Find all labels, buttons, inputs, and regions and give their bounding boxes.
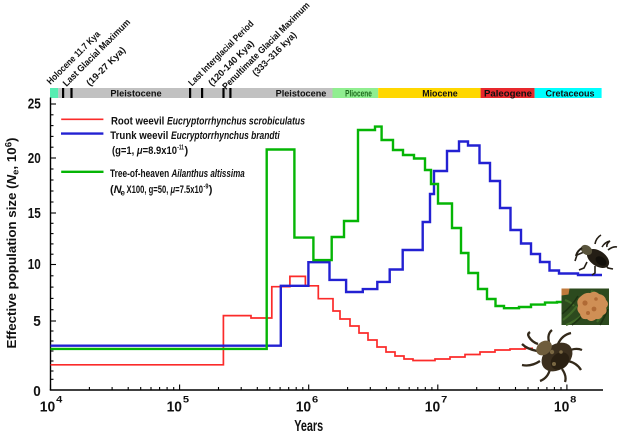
svg-text:10: 10: [296, 398, 311, 415]
svg-text:Ailanthus altissima: Ailanthus altissima: [171, 168, 245, 180]
svg-text:Effective population size (Ne,: Effective population size (Ne, 106): [4, 138, 21, 349]
svg-text:e: e: [121, 189, 126, 198]
svg-text:10: 10: [40, 398, 55, 415]
svg-text:7: 7: [441, 395, 447, 406]
svg-text:10: 10: [167, 398, 182, 415]
svg-text:): ): [209, 184, 213, 196]
svg-text:Miocene: Miocene: [422, 89, 458, 100]
svg-text:15: 15: [28, 205, 41, 222]
svg-text:5: 5: [183, 395, 190, 406]
svg-text:8: 8: [570, 395, 576, 406]
svg-text:(g=1, μ=8.9x10: (g=1, μ=8.9x10: [112, 145, 177, 157]
svg-text:X100, g=50, μ=7.5x10: X100, g=50, μ=7.5x10: [127, 184, 204, 196]
svg-text:Pleistocene: Pleistocene: [276, 88, 327, 99]
svg-text:Pleistocene: Pleistocene: [110, 88, 161, 99]
svg-text:10: 10: [425, 398, 440, 415]
svg-text:Trunk weevil: Trunk weevil: [110, 130, 171, 142]
svg-text:(N: (N: [110, 184, 123, 196]
svg-text:-9: -9: [204, 182, 209, 191]
svg-text:Tree-of-heaven: Tree-of-heaven: [110, 168, 172, 180]
svg-text:Root weevil: Root weevil: [111, 116, 167, 128]
svg-text:Eucryptorrhynchus scrobiculatu: Eucryptorrhynchus scrobiculatus: [167, 116, 305, 128]
svg-text:Years: Years: [294, 418, 323, 435]
svg-text:10: 10: [28, 256, 41, 273]
svg-text:Paleogene: Paleogene: [484, 88, 532, 99]
svg-text:5: 5: [33, 313, 41, 330]
svg-text:-11: -11: [177, 143, 184, 152]
svg-text:20: 20: [28, 150, 41, 167]
svg-text:Eucryptorrhynchus brandti: Eucryptorrhynchus brandti: [171, 130, 280, 142]
svg-text:10: 10: [554, 398, 569, 415]
svg-text:Pliocene: Pliocene: [345, 88, 372, 99]
svg-text:): ): [185, 145, 189, 157]
svg-text:6: 6: [312, 395, 318, 406]
svg-text:0: 0: [33, 383, 41, 400]
svg-text:4: 4: [56, 395, 63, 406]
svg-text:25: 25: [28, 96, 41, 113]
svg-text:Cretaceous: Cretaceous: [546, 88, 595, 99]
